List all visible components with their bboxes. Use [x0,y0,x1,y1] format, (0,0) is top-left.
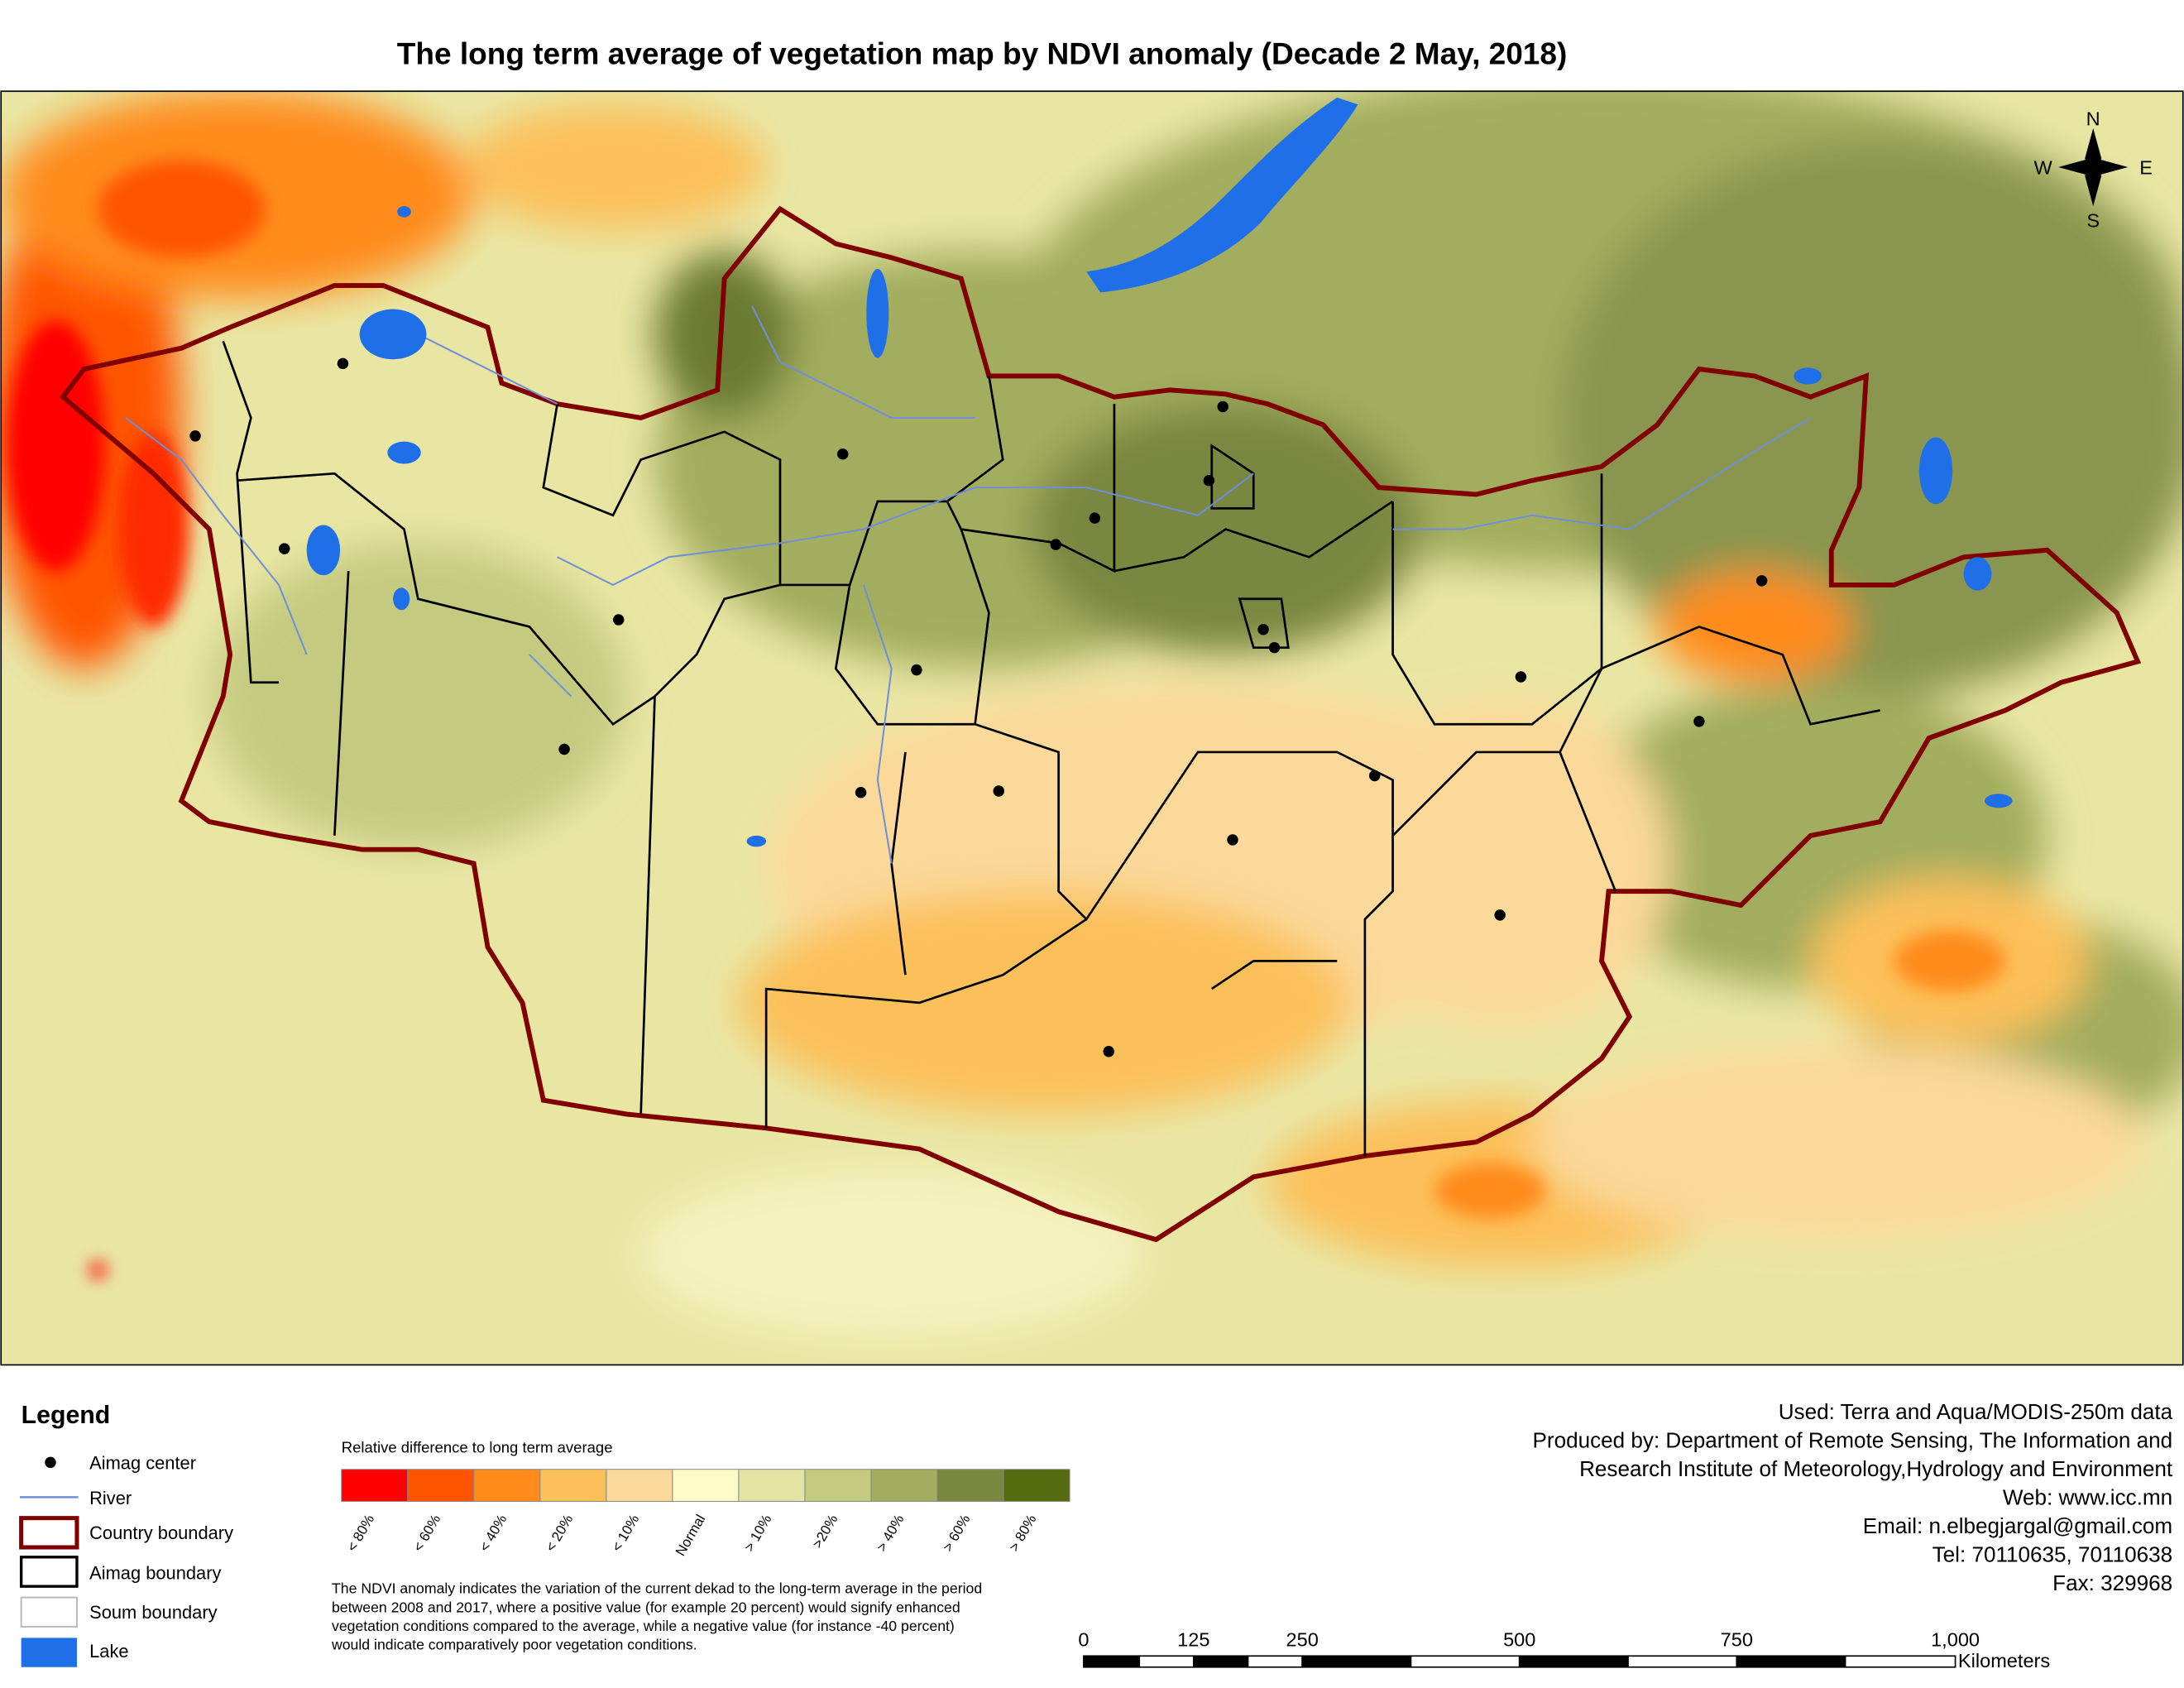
credit-line: Tel: 70110635, 70110638 [1933,1542,2173,1567]
credit-line: Research Institute of Meteorology,Hydrol… [1579,1456,2173,1481]
colorbar-cell [1003,1469,1070,1502]
title: The long term average of vegetation map … [397,36,1568,70]
map-frame [0,90,2184,1366]
compass-n: N [2086,108,2100,129]
credit-line: Fax: 329968 [2052,1571,2172,1595]
colorbar-cell [672,1469,740,1502]
note: The NDVI anomaly indicates the variation… [331,1580,982,1653]
legend-item: Soum boundary [89,1602,218,1623]
legend-item: River [89,1488,132,1508]
note-line: vegetation conditions compared to the av… [332,1618,955,1634]
legend-item: Aimag boundary [89,1563,221,1584]
scale-segment [1247,1655,1303,1668]
colorbar-cell [738,1469,806,1502]
compass: N S W E [2033,108,2153,231]
colorbar-cell [804,1469,872,1502]
scale-segment [1083,1655,1141,1668]
scale-label: 500 [1503,1629,1535,1651]
legend-item: Lake [89,1641,128,1662]
note-line: The NDVI anomaly indicates the variation… [332,1580,982,1597]
colorbar-cell [341,1469,409,1502]
scale-segment [1410,1655,1521,1668]
colorbar-cell [539,1469,607,1502]
scale-segment [1518,1655,1629,1668]
colorbar-cell [870,1469,938,1502]
legend-symbols [19,1456,79,1667]
scale-label: 1,000 [1931,1629,1980,1651]
country-boundary [60,205,2142,1243]
scale-segment [1736,1655,1846,1668]
colorbar-cell [936,1469,1004,1502]
lakes [306,97,2013,847]
scale-label: 250 [1286,1629,1319,1651]
credit-line: Email: n.elbegjargal@gmail.com [1863,1513,2172,1538]
scale-label: 750 [1721,1629,1753,1651]
scale-unit: Kilometers [1958,1650,2050,1671]
note-line: would indicate comparatively poor vegeta… [331,1637,697,1653]
compass-e: E [2139,156,2153,178]
colorbar-cell [473,1469,541,1502]
legend-items: Aimag center River Country boundary Aimag b… [89,1453,233,1662]
credits: Used: Terra and Aqua/MODIS-250m data Prod… [1533,1399,2173,1595]
credit-line: Produced by: Department of Remote Sensin… [1533,1428,2173,1453]
ndvi-hotspots [7,160,2006,1279]
compass-s: S [2086,209,2100,231]
map [0,90,2184,1365]
colorbar-title: Relative difference to long term average [342,1439,613,1456]
credit-line: Used: Terra and Aqua/MODIS-250m data [1779,1399,2173,1424]
note-line: between 2008 and 2017, where a positive … [332,1599,960,1615]
colorbar-cell [606,1469,673,1502]
colorbar-cell [407,1469,475,1502]
scale-segment [1138,1655,1195,1668]
scale-label: 0 [1078,1629,1089,1651]
aimag-centers [189,357,1768,1057]
compass-w: W [2033,156,2052,178]
legend-item: Country boundary [89,1523,233,1543]
credit-line: Web: www.icc.mn [2003,1485,2172,1510]
rivers [125,305,1812,864]
scale-segment [1301,1655,1412,1668]
aimag-boundaries [222,340,1880,1157]
scale-segment [1844,1655,1956,1668]
scale-label: 125 [1177,1629,1209,1651]
legend-title: Legend [22,1402,111,1429]
legend-item: Aimag center [89,1453,196,1474]
scale-segment [1193,1655,1249,1668]
scale-segment [1627,1655,1738,1668]
